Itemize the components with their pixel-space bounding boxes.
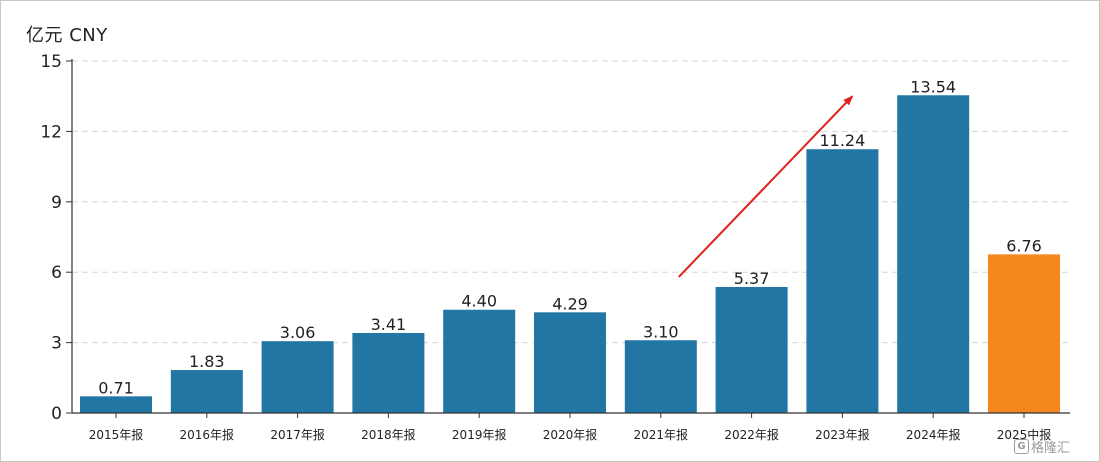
axes: 0 3 6 9 12 15 2015年报 2016年报 2017年报 2018年报 2019年报 20…	[40, 52, 1070, 442]
x-tick-label: 2020年报	[543, 427, 598, 442]
bar-2022年报	[715, 286, 788, 413]
bars	[80, 95, 1060, 414]
data-label: 6.76	[1006, 236, 1042, 255]
y-axis-unit-label: 亿元 CNY	[26, 25, 108, 46]
annotations	[678, 95, 854, 278]
data-label: 4.40	[461, 292, 497, 311]
data-label: 0.71	[98, 378, 134, 397]
bar-2017年报	[261, 341, 334, 413]
data-label: 3.41	[371, 315, 407, 334]
watermark-text: 格隆汇	[1030, 441, 1070, 456]
watermark-logo-icon: G	[1013, 439, 1029, 454]
bar-2023年报	[806, 149, 879, 413]
bar-2021年报	[624, 340, 697, 413]
y-tick-label: 6	[51, 263, 62, 283]
x-tick-label: 2016年报	[180, 427, 235, 442]
x-tick-label: 2019年报	[452, 427, 507, 442]
bar-2019年报	[443, 309, 516, 413]
bar-2015年报	[80, 396, 152, 413]
data-label: 3.10	[643, 322, 679, 341]
bar-2016年报	[170, 370, 243, 413]
y-tick-label: 15	[40, 52, 62, 72]
bar-2018年报	[352, 332, 425, 413]
bar-2020年报	[534, 312, 606, 413]
data-label: 11.24	[819, 131, 865, 150]
x-tick-label: 2017年报	[270, 427, 325, 442]
watermark: G 格隆汇	[1013, 437, 1070, 456]
x-tick-label: 2018年报	[361, 427, 416, 442]
x-tick-label: 2025中报	[997, 427, 1052, 442]
y-tick-label: 12	[40, 122, 62, 142]
data-label: 3.06	[280, 323, 316, 342]
y-tick-label: 0	[51, 404, 62, 424]
bar-2025中报	[988, 254, 1060, 413]
data-label: 1.83	[189, 352, 225, 371]
y-tick-label: 3	[51, 334, 62, 354]
data-label: 4.29	[552, 294, 588, 313]
x-tick-label: 2024年报	[906, 427, 961, 442]
y-tick-label: 9	[51, 193, 62, 213]
bar-2024年报	[897, 95, 970, 414]
data-label: 5.37	[734, 269, 770, 288]
x-tick-label: 2022年报	[724, 427, 779, 442]
data-label: 13.54	[910, 77, 956, 96]
x-tick-label: 2021年报	[634, 427, 689, 442]
x-tick-label: 2023年报	[815, 427, 870, 442]
data-labels: 0.71 1.83 3.06 3.41 4.40 4.29 3.10 5.37 11.24 13.…	[98, 77, 1042, 397]
x-tick-label: 2015年报	[89, 427, 144, 442]
trend-arrow	[678, 95, 854, 278]
